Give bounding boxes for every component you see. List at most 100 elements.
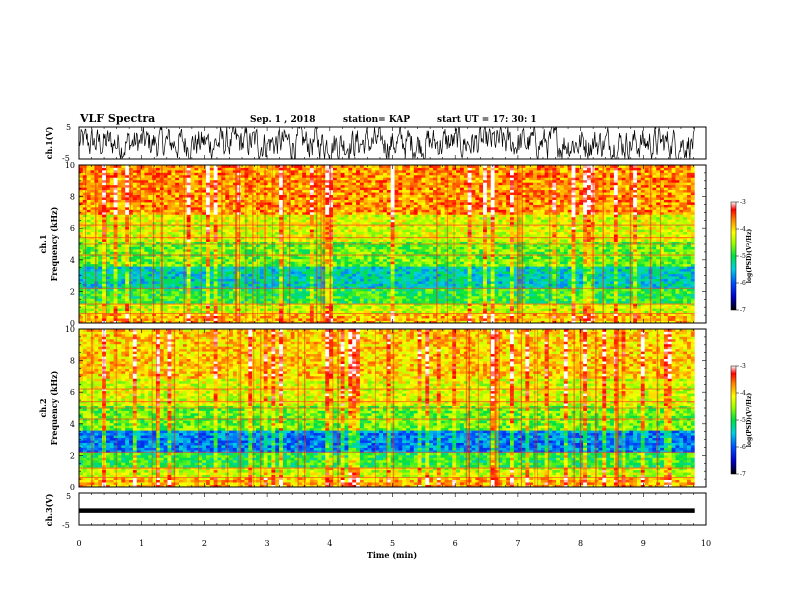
spectrogram-cell bbox=[82, 172, 88, 176]
spectrogram-cell bbox=[198, 300, 203, 304]
spectrogram-cell bbox=[194, 226, 199, 230]
spectrogram-cell bbox=[213, 278, 218, 282]
spectrogram-cell bbox=[167, 194, 172, 198]
spectrogram-cell bbox=[286, 234, 292, 237]
spectrogram-cell bbox=[144, 221, 149, 225]
spectrogram-cell bbox=[117, 224, 122, 228]
spectrogram-cell bbox=[267, 182, 272, 186]
spectrogram-cell bbox=[252, 234, 257, 237]
spectrogram-cell bbox=[290, 229, 295, 233]
spectrogram-cell bbox=[267, 293, 272, 297]
spectrogram-cell bbox=[282, 165, 288, 168]
spectrogram-cell bbox=[179, 276, 184, 279]
spectrogram-cell bbox=[267, 231, 272, 235]
spectrogram-cell bbox=[313, 281, 318, 284]
spectrogram-cell bbox=[217, 305, 222, 309]
spectrogram-cell bbox=[198, 187, 203, 191]
spectrogram-cell bbox=[344, 268, 349, 272]
spectrogram-cell bbox=[117, 300, 122, 304]
spectrogram-cell bbox=[298, 231, 303, 235]
spectrogram-cell bbox=[213, 281, 218, 284]
spectrogram-cell bbox=[306, 283, 311, 287]
spectrogram-cell bbox=[344, 182, 349, 186]
spectrogram-cell bbox=[240, 224, 245, 228]
spectrogram-cell bbox=[129, 285, 134, 289]
spectrogram-cell bbox=[279, 184, 284, 188]
spectrogram-cell bbox=[179, 241, 184, 245]
spectrogram-cell bbox=[90, 283, 95, 287]
spectrogram-cell bbox=[309, 271, 315, 275]
spectrogram-cell bbox=[363, 290, 369, 294]
spectrogram-cell bbox=[155, 261, 161, 265]
spectrogram-cell bbox=[86, 167, 91, 171]
spectrogram-cell bbox=[117, 165, 122, 168]
spectrogram-cell bbox=[367, 219, 372, 223]
spectrogram-cell bbox=[267, 234, 272, 237]
spectrogram-cell bbox=[298, 221, 303, 225]
spectrogram-cell bbox=[298, 226, 303, 230]
spectrogram-cell bbox=[371, 268, 376, 272]
spectrogram-cell bbox=[175, 285, 180, 289]
spectrogram-cell bbox=[125, 169, 130, 173]
spectrogram-cell bbox=[117, 192, 122, 196]
spectrogram-cell bbox=[198, 189, 203, 193]
spectrogram-cell bbox=[213, 187, 218, 191]
spectrogram-cell bbox=[148, 278, 153, 282]
spectrogram-cell bbox=[236, 189, 242, 193]
spectrogram-cell bbox=[263, 298, 268, 302]
spectrogram-cell bbox=[317, 288, 322, 292]
spectrogram-cell bbox=[344, 258, 349, 262]
spectrogram-cell bbox=[121, 256, 126, 260]
spectrogram-cell bbox=[275, 226, 280, 230]
spectrogram-cell bbox=[113, 273, 118, 277]
spectrogram-cell bbox=[256, 221, 261, 225]
spectrogram-cell bbox=[263, 241, 268, 245]
spectrogram-cell bbox=[344, 167, 349, 171]
spectrogram-cell bbox=[198, 246, 203, 250]
spectrogram-cell bbox=[125, 219, 130, 223]
spectrogram-cell bbox=[252, 276, 257, 279]
spectrogram-cell bbox=[144, 216, 149, 220]
spectrogram-cell bbox=[252, 258, 257, 262]
spectrogram-cell bbox=[348, 308, 353, 312]
spectrogram-cell bbox=[129, 172, 134, 176]
spectrogram-cell bbox=[348, 268, 353, 272]
spectrogram-cell bbox=[325, 216, 330, 220]
spectrogram-cell bbox=[229, 308, 234, 312]
spectrogram-cell bbox=[148, 290, 153, 294]
spectrogram-cell bbox=[144, 219, 149, 223]
spectrogram-cell bbox=[148, 177, 153, 181]
spectrogram-cell bbox=[86, 216, 91, 220]
spectrogram-cell bbox=[352, 288, 357, 292]
spectrogram-cell bbox=[244, 239, 249, 242]
spectrogram-cell bbox=[294, 266, 299, 270]
spectrogram-cell bbox=[286, 182, 292, 186]
spectrogram-cell bbox=[113, 167, 118, 171]
spectrogram-cell bbox=[275, 300, 280, 304]
spectrogram-cell bbox=[171, 184, 176, 188]
spectrogram-cell bbox=[325, 231, 330, 235]
spectrogram-cell bbox=[175, 216, 180, 220]
spectrogram-cell bbox=[302, 211, 307, 215]
spectrogram-cell bbox=[86, 288, 91, 292]
spectrogram-cell bbox=[286, 295, 292, 299]
spectrogram-cell bbox=[205, 192, 211, 196]
spectrogram-cell bbox=[186, 189, 191, 193]
spectrogram-cell bbox=[309, 197, 315, 200]
spectrogram-cell bbox=[367, 231, 372, 235]
spectrogram-cell bbox=[136, 211, 141, 215]
spectrogram-cell bbox=[198, 239, 203, 242]
spectrogram-cell bbox=[221, 189, 226, 193]
spectrogram-cell bbox=[213, 263, 218, 267]
spectrogram-cell bbox=[125, 239, 130, 242]
spectrogram-cell bbox=[194, 308, 199, 312]
spectrogram-cell bbox=[267, 177, 272, 181]
spectrogram-cell bbox=[290, 179, 295, 183]
spectrogram-cell bbox=[79, 256, 84, 260]
spectrogram-cell bbox=[363, 192, 369, 196]
spectrogram-cell bbox=[117, 219, 122, 223]
spectrogram-cell bbox=[221, 320, 226, 323]
spectrogram-cell bbox=[125, 273, 130, 277]
spectrogram-cell bbox=[209, 244, 215, 247]
spectrogram-cell bbox=[140, 187, 145, 191]
